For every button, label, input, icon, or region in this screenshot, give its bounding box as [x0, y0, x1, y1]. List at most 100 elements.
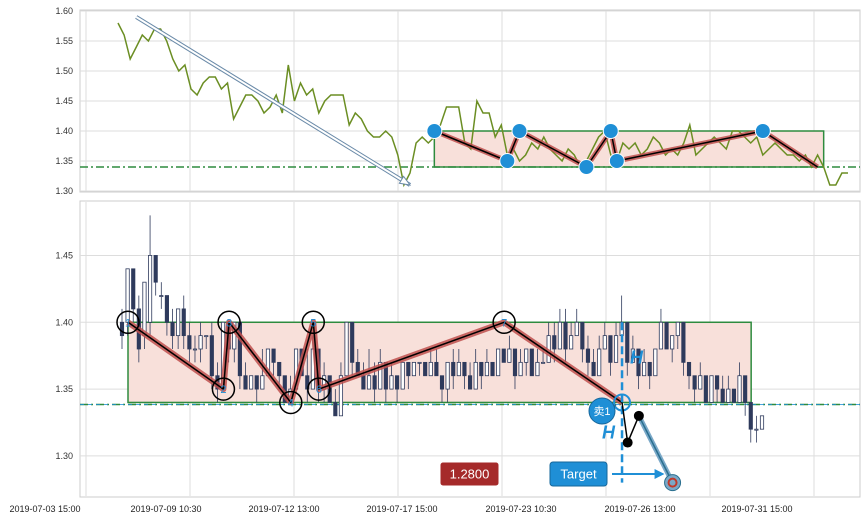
candle-body [148, 255, 153, 323]
candle-body [731, 388, 736, 403]
candle-body [681, 321, 686, 363]
candle-body [260, 375, 265, 390]
candle-body [507, 348, 512, 363]
candle-body [462, 361, 467, 377]
candle-body [759, 415, 765, 430]
top-pattern-point [608, 153, 625, 169]
candle-body [204, 335, 209, 338]
candle-body [524, 348, 529, 363]
candle-body [630, 348, 635, 363]
sell-badge-circle [588, 397, 616, 425]
top-ytick-label: 1.50 [55, 66, 73, 76]
pattern-point-circle [116, 310, 140, 335]
top-pattern-point [602, 123, 619, 139]
pattern-point-circle [211, 377, 236, 401]
candle-body [720, 388, 725, 403]
projection-seg-1 [621, 402, 629, 443]
candle-body [456, 361, 461, 377]
candle-body [406, 361, 411, 377]
candle-body [366, 375, 372, 390]
candle-body [664, 321, 669, 350]
target-badge: Target [549, 461, 608, 487]
top-pattern-point [754, 123, 771, 139]
candle-body [192, 348, 198, 351]
bottom-ytick-label: 1.45 [55, 250, 73, 260]
candle-body [569, 335, 574, 350]
candle-body [754, 428, 759, 431]
bottom-xtick-label: 2019-07-09 10:30 [130, 504, 201, 514]
bottom-xtick-label: 2019-07-03 15:00 [9, 504, 80, 514]
candle-body [698, 375, 703, 390]
candle-body [434, 361, 439, 377]
candle-body [535, 361, 540, 377]
candle-body [468, 375, 473, 390]
candle-body [675, 321, 680, 337]
h-label-lower: H [602, 423, 616, 443]
bottom-xtick-label: 2019-07-31 15:00 [721, 504, 792, 514]
candle-body [557, 321, 562, 350]
bottom-xtick-label: 2019-07-26 13:00 [604, 504, 675, 514]
candle-body [411, 361, 416, 377]
candle-body [473, 361, 478, 390]
candle-body [187, 335, 192, 350]
pattern-point-label: 2 [220, 384, 226, 396]
top-pattern-point [426, 123, 443, 139]
bottom-xtick-label: 2019-07-12 13:00 [248, 504, 319, 514]
target-value-text: 1.2800 [450, 467, 490, 482]
candle-body [395, 375, 400, 390]
top-layer [80, 15, 860, 188]
candle-body [552, 335, 557, 350]
candle-body [647, 361, 652, 377]
pattern-point-circle [217, 310, 241, 335]
pattern-point-label: 6 [316, 384, 322, 396]
projection-point [633, 410, 644, 421]
candle-body [181, 308, 186, 337]
candle-body [642, 361, 647, 377]
candle-body [540, 361, 546, 364]
candle-body [585, 348, 591, 363]
target-value-badge: 1.2800 [439, 461, 500, 487]
candle-body [529, 348, 534, 377]
candle-body [249, 375, 254, 390]
candle-body [125, 268, 130, 323]
top-ytick-label: 1.30 [55, 186, 73, 196]
candle-body [608, 335, 613, 363]
candle-body [703, 375, 708, 403]
candle-body [131, 268, 136, 310]
pattern-point-circle [279, 390, 303, 415]
candle-body [479, 361, 484, 377]
pattern-point-label: 7 [501, 317, 507, 329]
candle-body [119, 321, 125, 337]
candle-body [512, 348, 518, 377]
candle-body [580, 321, 585, 350]
projection-seg-3-core [638, 415, 674, 483]
bottom-layer: 1 2 3 4 5 6 7 H H 卖1 [80, 215, 860, 492]
candle-body [692, 375, 697, 390]
candle-body [344, 321, 349, 377]
candle-body [400, 361, 405, 390]
candle-body [484, 361, 489, 377]
top-ytick-label: 1.45 [55, 96, 73, 106]
candle-body [176, 308, 181, 337]
candle-body [417, 361, 422, 364]
candle-body [254, 375, 259, 390]
candle-body [159, 295, 164, 297]
candle-body [686, 361, 692, 377]
candle-body [445, 361, 450, 390]
candle-body [198, 335, 203, 350]
trend-arrow-head [398, 175, 412, 186]
candle-body [653, 348, 658, 377]
candle-body [748, 402, 753, 430]
trend-arrow-line [135, 16, 411, 186]
candle-body [243, 375, 248, 390]
top-pattern-point [499, 153, 516, 169]
bottom-ytick-label: 1.40 [55, 317, 73, 327]
axis-labels: 1.60 1.55 1.50 1.45 1.40 1.35 1.30 1.45 1.40 1.35… [9, 6, 792, 514]
top-ytick-label: 1.40 [55, 126, 73, 136]
candle-body [439, 375, 445, 390]
candle-body [389, 375, 394, 390]
sell-badge-label: 卖1 [593, 405, 610, 418]
candle-body [597, 348, 602, 377]
